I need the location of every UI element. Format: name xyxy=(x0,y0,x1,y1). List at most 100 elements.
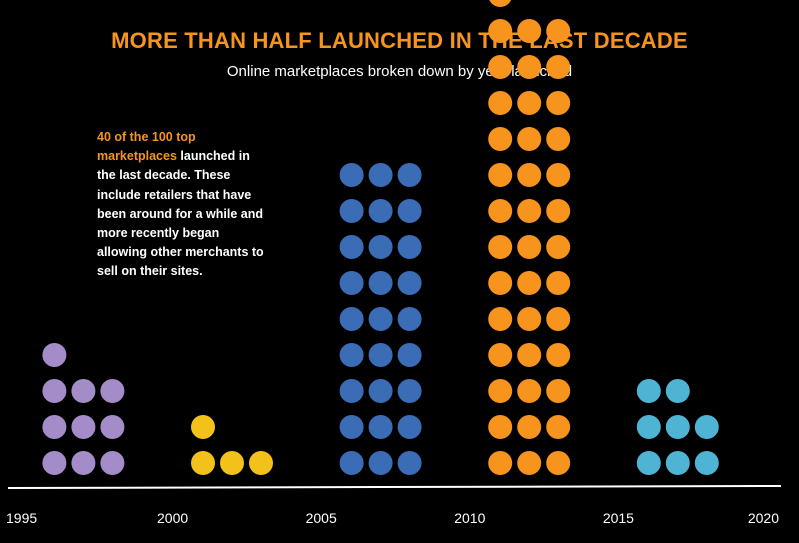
dot-2005-2009-13 xyxy=(339,307,364,331)
dot-2010-2014-36 xyxy=(546,55,571,79)
dot-2005-2009-18 xyxy=(397,271,422,295)
dot-1995-1999-5 xyxy=(71,415,96,439)
dot-2005-2009-20 xyxy=(368,235,393,259)
dot-2005-2009-7 xyxy=(339,379,364,403)
chart-subtitle: Online marketplaces broken down by year … xyxy=(226,63,573,80)
dot-2010-2014-24 xyxy=(546,199,571,223)
dot-2005-2009-8 xyxy=(368,379,393,403)
x-tick-label-2020: 2020 xyxy=(748,510,779,526)
dot-2010-2014-11 xyxy=(517,343,542,367)
dot-2005-2009-19 xyxy=(339,235,364,259)
dot-2015-2019-3 xyxy=(694,451,719,475)
dot-2005-2009-14 xyxy=(368,307,393,331)
dot-2005-2009-17 xyxy=(368,271,393,295)
x-axis-ticks: 1995 2000 2005 2010 2015 2020 xyxy=(6,510,779,526)
dot-2005-2009-3 xyxy=(397,451,422,475)
dot-2000-2004-2 xyxy=(220,451,244,475)
dot-1995-1999-8 xyxy=(71,379,96,403)
dot-2010-2014-9 xyxy=(546,379,571,403)
dot-2015-2019-2 xyxy=(665,451,690,475)
dot-2010-2014-30 xyxy=(546,127,571,151)
dot-2010-2014-38 xyxy=(517,19,542,43)
dot-1995-1999-7 xyxy=(42,379,67,403)
dot-2015-2019-4 xyxy=(636,415,661,439)
annotation-text: 40 of the 100 top marketplaces launched … xyxy=(97,128,272,282)
annotation-highlight: 40 of the 100 top marketplaces xyxy=(97,130,196,164)
dot-2005-2009-27 xyxy=(397,163,422,187)
dot-2015-2019-1 xyxy=(636,451,661,475)
dot-2010-2014-37 xyxy=(488,19,513,43)
dot-2010-2014-10 xyxy=(488,343,513,367)
dot-2010-2014-40 xyxy=(489,0,512,7)
dot-1995-1999-9 xyxy=(100,379,125,403)
dot-2010-2014-15 xyxy=(546,307,571,331)
dot-2005-2009-26 xyxy=(368,163,393,187)
x-tick-label-2010: 2010 xyxy=(454,510,485,526)
dot-2010-2014-19 xyxy=(488,235,513,259)
dot-2005-2009-22 xyxy=(339,199,364,223)
dot-2015-2019-7 xyxy=(636,379,661,403)
dot-1995-1999-10 xyxy=(42,343,67,367)
dot-2010-2014-34 xyxy=(488,55,513,79)
dot-1995-1999-4 xyxy=(42,415,67,439)
dot-2005-2009-16 xyxy=(339,271,364,295)
dot-2010-2014-29 xyxy=(517,127,542,151)
dot-1995-1999-3 xyxy=(100,451,125,475)
dot-2010-2014-6 xyxy=(546,415,571,439)
dot-2005-2009-5 xyxy=(368,415,393,439)
dot-2010-2014-8 xyxy=(517,379,542,403)
dot-2010-2014-27 xyxy=(546,163,571,187)
dot-2010-2014-28 xyxy=(488,127,513,151)
dot-2010-2014-7 xyxy=(488,379,513,403)
dot-1995-1999-2 xyxy=(71,451,96,475)
dot-2010-2014-12 xyxy=(546,343,571,367)
x-tick-label-2005: 2005 xyxy=(306,510,337,526)
dot-2005-2009-2 xyxy=(368,451,393,475)
dot-2010-2014-20 xyxy=(517,235,542,259)
dot-1995-1999-6 xyxy=(100,415,125,439)
dot-2005-2009-1 xyxy=(339,451,364,475)
dot-2010-2014-17 xyxy=(517,271,542,295)
dot-2005-2009-11 xyxy=(368,343,393,367)
dot-2010-2014-13 xyxy=(488,307,513,331)
dot-2010-2014-3 xyxy=(546,451,571,475)
dot-2010-2014-1 xyxy=(488,451,513,475)
dot-2015-2019-8 xyxy=(665,379,690,403)
dot-1995-1999-1 xyxy=(42,451,67,475)
x-tick-label-2000: 2000 xyxy=(157,510,188,526)
dot-2005-2009-10 xyxy=(339,343,364,367)
dot-2010-2014-4 xyxy=(488,415,513,439)
dot-2015-2019-6 xyxy=(694,415,719,439)
dot-2010-2014-26 xyxy=(517,163,542,187)
dot-2005-2009-25 xyxy=(339,163,364,187)
dot-2005-2009-4 xyxy=(339,415,364,439)
dot-2005-2009-24 xyxy=(397,199,422,223)
dot-2015-2019-5 xyxy=(665,415,690,439)
dot-2010-2014-2 xyxy=(517,451,542,475)
dot-2005-2009-12 xyxy=(397,343,422,367)
dot-2010-2014-5 xyxy=(517,415,542,439)
dot-2010-2014-22 xyxy=(488,199,513,223)
dot-2010-2014-33 xyxy=(546,91,571,115)
dot-2010-2014-14 xyxy=(517,307,542,331)
dot-2000-2004-4 xyxy=(191,415,215,439)
dot-2005-2009-15 xyxy=(397,307,422,331)
dot-2010-2014-35 xyxy=(517,55,542,79)
dot-2000-2004-3 xyxy=(249,451,273,475)
x-tick-label-1995: 1995 xyxy=(6,510,37,526)
chart-title: MORE THAN HALF LAUNCHED IN THE LAST DECA… xyxy=(111,28,688,53)
dot-2010-2014-23 xyxy=(517,199,542,223)
dot-2010-2014-18 xyxy=(546,271,571,295)
dot-2010-2014-31 xyxy=(488,91,513,115)
dot-2005-2009-6 xyxy=(397,415,422,439)
x-axis-line xyxy=(7,485,782,489)
dot-2000-2004-1 xyxy=(191,451,215,475)
x-tick-label-2015: 2015 xyxy=(603,510,634,526)
dot-2010-2014-32 xyxy=(517,91,542,115)
dot-2005-2009-21 xyxy=(397,235,422,259)
dot-2005-2009-9 xyxy=(397,379,422,403)
dot-2010-2014-21 xyxy=(546,235,571,259)
dot-2005-2009-23 xyxy=(368,199,393,223)
dot-2010-2014-39 xyxy=(546,19,571,43)
